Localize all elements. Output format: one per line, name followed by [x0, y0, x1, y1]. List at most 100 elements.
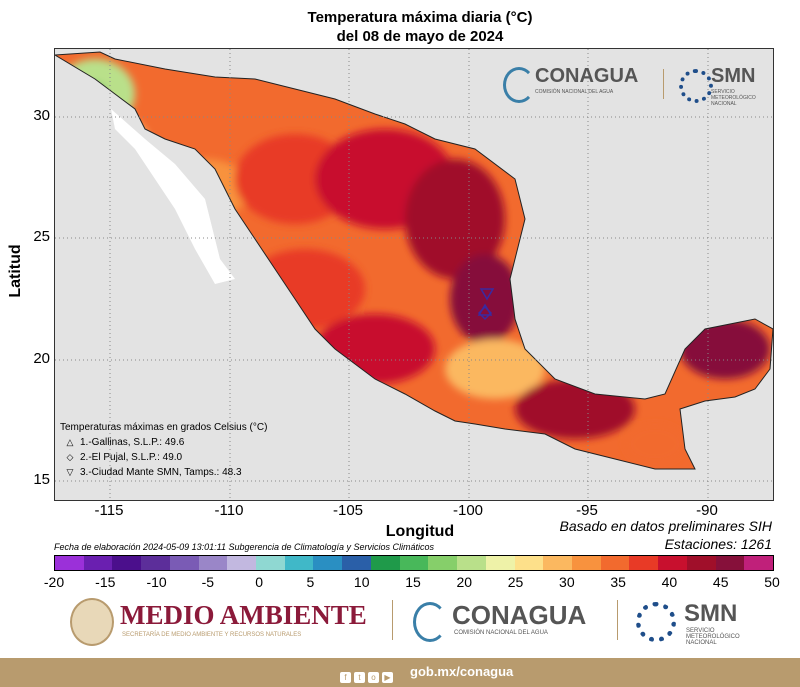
- station-markers: [477, 288, 495, 321]
- y-axis-label: Latitud: [7, 244, 24, 298]
- title-line-1: Temperatura máxima diaria (°C): [307, 9, 533, 26]
- colorbar-swatch: [457, 556, 486, 570]
- colorbar-swatch: [629, 556, 659, 570]
- colorbar-swatch: [399, 556, 429, 570]
- colorbar-tick: 25: [507, 574, 524, 590]
- colorbar-swatch: [313, 556, 343, 570]
- colorbar-tick: 35: [610, 574, 626, 590]
- colorbar-swatch: [744, 556, 773, 570]
- smn-top-name: SMN: [711, 65, 756, 87]
- conagua-logo-icon: [503, 67, 535, 103]
- smn-bottom-name: SMN: [684, 600, 738, 627]
- legend-item: ◇ 2.-El Pujal, S.L.P.: 49.0: [60, 450, 267, 465]
- legend-item: △ 1.-Gallinas, S.L.P.: 49.6: [60, 435, 267, 450]
- footer-bar: [0, 658, 800, 687]
- youtube-icon[interactable]: ▶: [382, 672, 393, 683]
- conagua-bottom-name: CONAGUA: [452, 600, 587, 630]
- colorbar-tick: 40: [661, 574, 678, 590]
- logo-divider: [663, 69, 664, 99]
- gulf-of-california: [111, 109, 235, 284]
- xtick-100: -100: [452, 502, 484, 519]
- smn-logo-icon: [636, 602, 676, 642]
- data-source-note: Basado en datos preliminares SIH: [559, 518, 772, 534]
- marker-el-pujal: [477, 305, 493, 321]
- medio-ambiente-sub: SECRETARÍA DE MEDIO AMBIENTE Y RECURSOS …: [122, 632, 302, 638]
- colorbar-swatch: [686, 556, 716, 570]
- triangle-down-icon: ▽: [66, 467, 74, 477]
- logo-divider: [617, 600, 618, 640]
- legend-text: 2.-El Pujal, S.L.P.: 49.0: [80, 452, 183, 463]
- diamond-icon: ◇: [66, 452, 74, 462]
- social-icons: f t o ▶: [340, 667, 396, 685]
- ytick-20: 20: [33, 350, 50, 367]
- logo-divider: [392, 600, 393, 640]
- colorbar-swatch: [83, 556, 113, 570]
- xtick-110: -110: [214, 502, 244, 519]
- marker-ciudad-mante: [479, 288, 495, 301]
- smn-top-sub: SERVICIO METEOROLÓGICO NACIONAL: [711, 89, 756, 107]
- colorbar-swatch: [169, 556, 199, 570]
- colorbar-swatch: [227, 556, 257, 570]
- mexico-seal-icon: [70, 598, 114, 646]
- colorbar-swatch: [256, 556, 285, 570]
- colorbar-tick: 50: [764, 574, 780, 590]
- colorbar-swatch: [198, 556, 228, 570]
- colorbar-tick: -20: [43, 574, 65, 590]
- temperature-map: [55, 49, 773, 500]
- colorbar-swatch: [55, 556, 84, 570]
- colorbar-swatch: [715, 556, 745, 570]
- colorbar-swatch: [141, 556, 170, 570]
- twitter-icon[interactable]: t: [354, 672, 365, 683]
- colorbar-swatch: [571, 556, 601, 570]
- colorbar-swatch: [600, 556, 630, 570]
- map-area: CONAGUA COMISIÓN NACIONAL DEL AGUA SMN S…: [54, 48, 774, 501]
- ytick-15: 15: [33, 471, 50, 488]
- colorbar-tick: -5: [201, 574, 215, 590]
- facebook-icon[interactable]: f: [340, 672, 351, 683]
- xtick-105: -105: [332, 502, 364, 519]
- x-axis-label: Longitud: [385, 523, 455, 540]
- instagram-icon[interactable]: o: [368, 672, 379, 683]
- conagua-top-sub: COMISIÓN NACIONAL DEL AGUA: [535, 89, 614, 95]
- conagua-logo-icon: [413, 602, 447, 642]
- colorbar-swatch: [112, 556, 142, 570]
- triangle-up-icon: △: [66, 437, 74, 447]
- colorbar-tick: -15: [95, 574, 116, 590]
- title-line-2: del 08 de mayo de 2024: [336, 28, 504, 45]
- station-legend: Temperaturas máximas en grados Celsius (…: [60, 420, 267, 480]
- medio-ambiente-name: MEDIO AMBIENTE: [120, 600, 367, 630]
- colorbar-tick: 15: [405, 574, 421, 590]
- colorbar-tick: -10: [146, 574, 167, 590]
- xtick-95: -95: [576, 502, 598, 519]
- colorbar-swatch: [514, 556, 544, 570]
- conagua-top-name: CONAGUA: [535, 65, 639, 87]
- xtick-90: -90: [696, 502, 718, 519]
- footer-url[interactable]: gob.mx/conagua: [410, 664, 514, 679]
- colorbar-swatch: [370, 556, 400, 570]
- legend-item: ▽ 3.-Ciudad Mante SMN, Tamps.: 48.3: [60, 465, 267, 480]
- smn-bottom-sub: SERVICIO METEOROLÓGICO NACIONAL: [686, 628, 740, 646]
- colorbar-swatch: [428, 556, 458, 570]
- colorbar-tick: 45: [712, 574, 729, 590]
- colorbar-tick: 5: [306, 574, 315, 590]
- legend-text: 3.-Ciudad Mante SMN, Tamps.: 48.3: [80, 467, 242, 478]
- colorbar: [54, 555, 774, 571]
- top-logos: CONAGUA COMISIÓN NACIONAL DEL AGUA SMN S…: [503, 63, 771, 111]
- colorbar-tick: 20: [456, 574, 473, 590]
- colorbar-tick: 10: [353, 574, 370, 590]
- colorbar-tick: 30: [559, 574, 575, 590]
- ytick-25: 25: [33, 228, 50, 245]
- colorbar-swatch: [342, 556, 371, 570]
- colorbar-swatch: [485, 556, 515, 570]
- colorbar-swatch: [284, 556, 314, 570]
- xtick-115: -115: [94, 502, 124, 519]
- legend-text: 1.-Gallinas, S.L.P.: 49.6: [80, 437, 185, 448]
- ytick-30: 30: [33, 107, 50, 124]
- colorbar-swatch: [543, 556, 572, 570]
- smn-logo-icon: [679, 69, 713, 103]
- conagua-bottom-sub: COMISIÓN NACIONAL DEL AGUA: [454, 630, 548, 636]
- map-title: Temperatura máxima diaria (°C) del 08 de…: [0, 8, 800, 46]
- colorbar-tick: 0: [255, 574, 264, 590]
- legend-title: Temperaturas máximas en grados Celsius (…: [60, 422, 268, 433]
- colorbar-swatch: [658, 556, 687, 570]
